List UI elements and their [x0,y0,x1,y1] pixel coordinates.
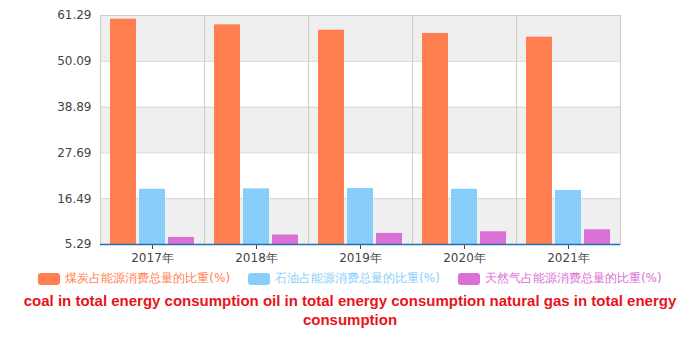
html-text:石油占能源消费总量的比重(%): 石油占能源消费总量的比重(%) [275,271,440,285]
svg-text:2018年: 2018年 [235,251,278,265]
svg-text:27.69: 27.69 [57,146,91,160]
svg-text:2017年: 2017年 [131,251,174,265]
html-text:天然气占能源消费总量的比重(%): 天然气占能源消费总量的比重(%) [484,271,662,285]
svg-text:2020年: 2020年 [443,251,486,265]
svg-text:50.09: 50.09 [57,54,91,68]
svg-text:38.89: 38.89 [57,100,91,114]
svg-text:61.29: 61.29 [57,8,91,22]
html-text:煤炭占能源消费总量的比重(%): 煤炭占能源消费总量的比重(%) [65,271,231,285]
html-text:coal in total energy consumpti: coal in total energy consumption oil in … [23,292,677,328]
svg-text:5.29: 5.29 [65,237,92,251]
svg-text:2021年: 2021年 [547,251,590,265]
svg-text:2019年: 2019年 [339,251,382,265]
svg-text:16.49: 16.49 [57,192,91,206]
